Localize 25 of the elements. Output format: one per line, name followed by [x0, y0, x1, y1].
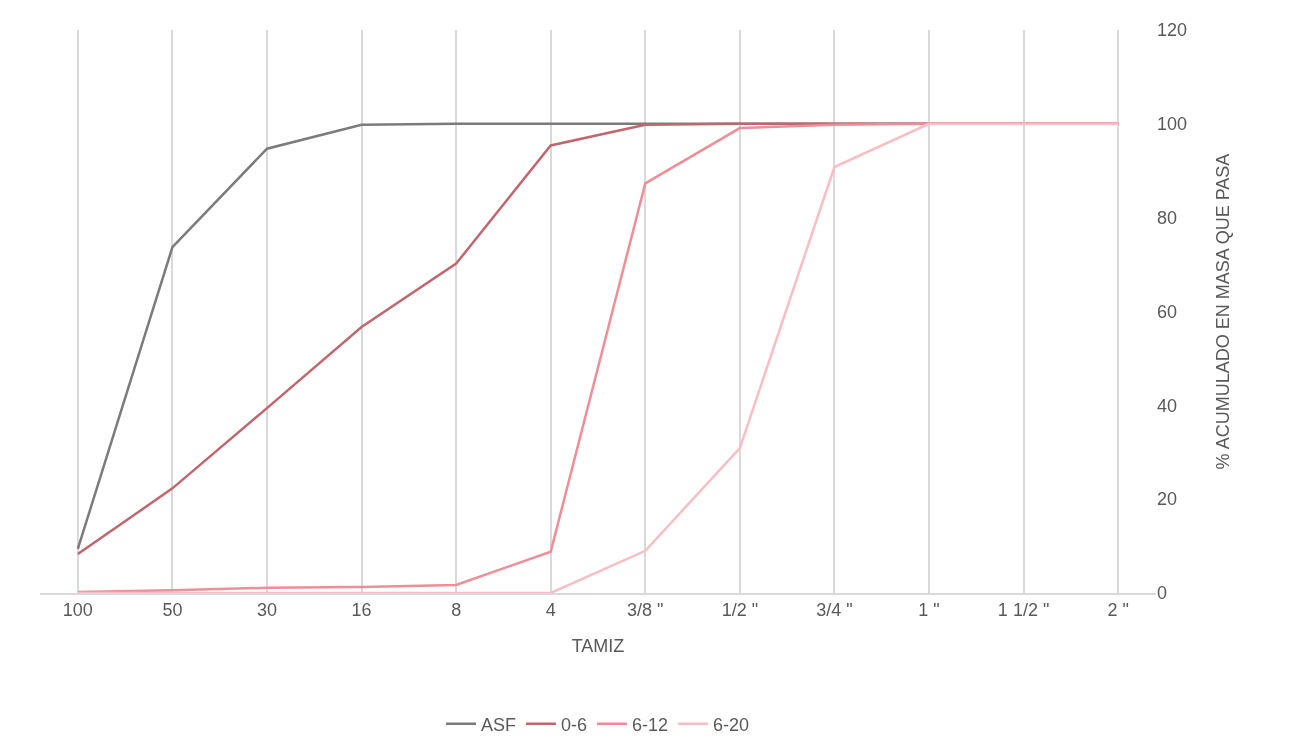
- x-axis-title: TAMIZ: [571, 635, 625, 656]
- y-axis-title: % ACUMULADO EN MASA QUE PASA: [1213, 153, 1234, 470]
- x-tick-label: 100: [62, 600, 93, 621]
- legend-label: 0-6: [561, 714, 588, 735]
- y-tick-label: 120: [1157, 20, 1188, 41]
- x-tick-label: 3/8 ": [627, 600, 664, 621]
- x-tick-label: 4: [545, 600, 556, 621]
- x-tick-label: 16: [351, 600, 372, 621]
- y-tick-label: 0: [1157, 583, 1168, 604]
- x-tick-label: 3/4 ": [816, 600, 853, 621]
- x-tick-label: 8: [451, 600, 462, 621]
- y-tick-label: 100: [1157, 114, 1188, 135]
- x-tick-label: 1/2 ": [721, 600, 759, 621]
- legend-label: 6-20: [713, 714, 750, 735]
- legend-label: ASF: [481, 714, 517, 735]
- x-tick-label: 50: [162, 600, 183, 621]
- y-tick-label: 60: [1157, 301, 1178, 322]
- x-tick-label: 2 ": [1107, 600, 1129, 621]
- x-tick-label: 30: [256, 600, 277, 621]
- legend-label: 6-12: [632, 714, 669, 735]
- y-tick-label: 80: [1157, 207, 1178, 228]
- y-tick-label: 20: [1157, 489, 1178, 510]
- x-tick-label: 1 1/2 ": [997, 600, 1050, 621]
- x-tick-label: 1 ": [918, 600, 940, 621]
- y-tick-label: 40: [1157, 395, 1178, 416]
